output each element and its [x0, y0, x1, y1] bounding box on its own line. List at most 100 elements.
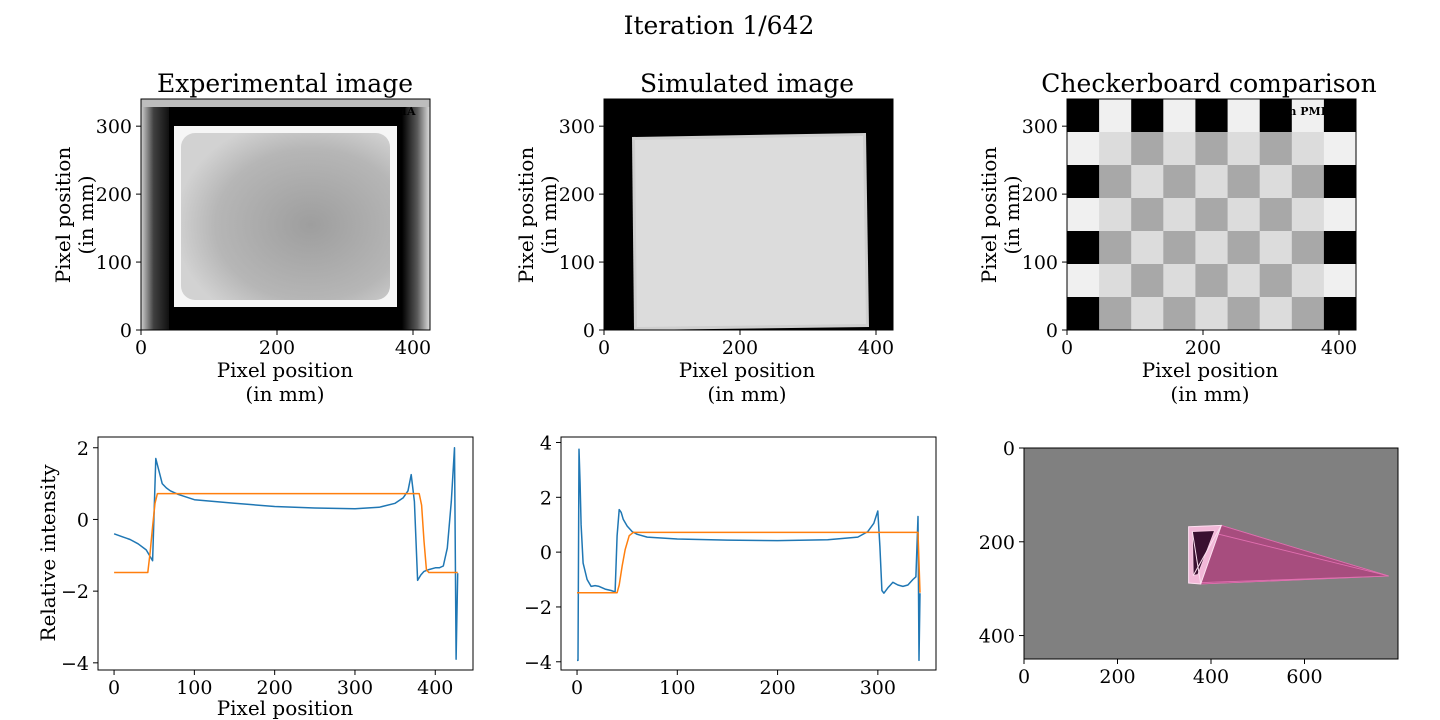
simulated-ytick-label: 100 [559, 252, 595, 274]
simulated-ytick-label: 300 [559, 116, 595, 138]
checkerboard-xtick-label: 200 [1185, 337, 1221, 359]
checker-cell [1195, 99, 1228, 133]
checker-cell [1259, 231, 1293, 265]
scene-xtick-label: 200 [1099, 666, 1135, 688]
checkerboard-ytick-label: 100 [1022, 252, 1058, 274]
checker-cell [1259, 297, 1293, 331]
checker-cell [1323, 198, 1357, 232]
experimental-panel: Experimental image 4cm PMMA 0 200 400 0 100 2… [51, 69, 431, 406]
checker-cell [1067, 132, 1100, 166]
profile-experimental-series-1 [113, 447, 459, 660]
checker-cell [1067, 264, 1100, 298]
checker-cell [1291, 99, 1325, 133]
experimental-xlabel-2: (in mm) [245, 382, 324, 406]
experimental-watermark: 4cm PMMA [345, 105, 416, 118]
scene-ytick-label: 0 [1003, 438, 1015, 460]
checker-cell [1259, 132, 1293, 166]
suptitle: Iteration 1/642 [624, 11, 815, 40]
profile-simulated-series-1 [577, 448, 921, 662]
checker-cell [1323, 132, 1357, 166]
checker-cell [1099, 165, 1132, 199]
profile-experimental-ytick-label: −4 [61, 653, 89, 675]
checker-cell [1195, 198, 1228, 232]
experimental-xtick-label: 0 [135, 337, 147, 359]
checker-cell [1163, 132, 1196, 166]
experimental-ytick-label: 0 [120, 320, 132, 342]
checkerboard-xtick-label: 400 [1321, 337, 1357, 359]
experimental-ytick-label: 300 [96, 116, 132, 138]
checkerboard-watermark: cm PMI [1278, 105, 1326, 118]
simulated-xlabel-1: Pixel position [679, 358, 816, 382]
simulated-image [604, 99, 893, 330]
profile-experimental-panel: 0 100 200 300 400 −4 −2 0 2 Pixel position Relat… [36, 436, 474, 720]
profile-simulated-series-2 [577, 531, 921, 594]
profile-simulated-xtick-label: 300 [860, 677, 896, 699]
experimental-ylabel-1: Pixel position [51, 147, 75, 284]
checker-cell [1195, 165, 1228, 199]
experimental-title: Experimental image [157, 69, 413, 98]
checker-cell [1163, 231, 1196, 265]
experimental-xtick-label: 400 [395, 337, 431, 359]
checker-cell [1259, 264, 1293, 298]
checkerboard-xlabel-1: Pixel position [1142, 358, 1279, 382]
profile-simulated-ytick-label: 4 [540, 432, 552, 454]
checker-cell [1227, 297, 1261, 331]
checker-cell [1099, 297, 1132, 331]
checker-cell [1067, 198, 1100, 232]
checker-cell [1291, 165, 1325, 199]
checker-cell [1099, 132, 1132, 166]
checkerboard-ylabel-2: (in mm) [1000, 175, 1024, 254]
checkerboard-title: Checkerboard comparison [1041, 69, 1376, 98]
profile-simulated-ytick-label: 0 [540, 542, 552, 564]
checker-cell [1131, 132, 1164, 166]
simulated-xtick-label: 400 [858, 337, 894, 359]
checker-cell [1291, 297, 1325, 331]
simulated-ylabel-1: Pixel position [514, 147, 538, 284]
checker-cell [1227, 264, 1261, 298]
checker-cell [1291, 231, 1325, 265]
checker-cell [1163, 165, 1196, 199]
checker-cell [1163, 264, 1196, 298]
checker-cell [1227, 231, 1261, 265]
checker-cell [1227, 99, 1261, 133]
checker-cell [1163, 99, 1196, 133]
checker-cell [1195, 231, 1228, 265]
simulated-panel: Simulated image 0 200 400 0 100 200 300 Pixel … [514, 69, 894, 406]
checker-cell [1067, 165, 1100, 199]
checker-cell [1099, 231, 1132, 265]
checker-cell [1131, 198, 1164, 232]
profile-experimental-xtick-label: 300 [337, 677, 373, 699]
checker-cell [1259, 99, 1293, 133]
checkerboard-image: cm PMI [1067, 99, 1357, 331]
checker-cell [1099, 99, 1132, 133]
scene-panel: 0 200 400 600 0 200 400 [979, 438, 1399, 688]
profile-simulated-ytick-label: −2 [524, 597, 552, 619]
checkerboard-ylabel-1: Pixel position [977, 147, 1001, 284]
checker-cell [1227, 198, 1261, 232]
checker-cell [1259, 165, 1293, 199]
checkerboard-xtick-label: 0 [1061, 337, 1073, 359]
checkerboard-ytick-label: 300 [1022, 116, 1058, 138]
checker-cell [1323, 165, 1357, 199]
checker-cell [1099, 198, 1132, 232]
profile-experimental-xtick-label: 0 [108, 677, 120, 699]
checker-cell [1131, 297, 1164, 331]
experimental-xlabel-1: Pixel position [217, 358, 354, 382]
simulated-xlabel-2: (in mm) [707, 382, 786, 406]
checker-cell [1163, 297, 1196, 331]
checker-cell [1227, 132, 1261, 166]
scene-xtick-label: 400 [1193, 666, 1229, 688]
scene-prism-edge [1191, 531, 1202, 585]
experimental-ytick-label: 200 [96, 184, 132, 206]
scene-prism-edge [1192, 525, 1222, 576]
scene-xtick-label: 0 [1018, 666, 1030, 688]
profile-experimental-ytick-label: 0 [77, 509, 89, 531]
checker-cell [1323, 231, 1357, 265]
profile-experimental-xtick-label: 200 [257, 677, 293, 699]
checker-cell [1067, 231, 1100, 265]
checker-cell [1131, 264, 1164, 298]
simulated-ytick-label: 0 [583, 320, 595, 342]
checker-cell [1323, 264, 1357, 298]
experimental-xtick-label: 200 [259, 337, 295, 359]
